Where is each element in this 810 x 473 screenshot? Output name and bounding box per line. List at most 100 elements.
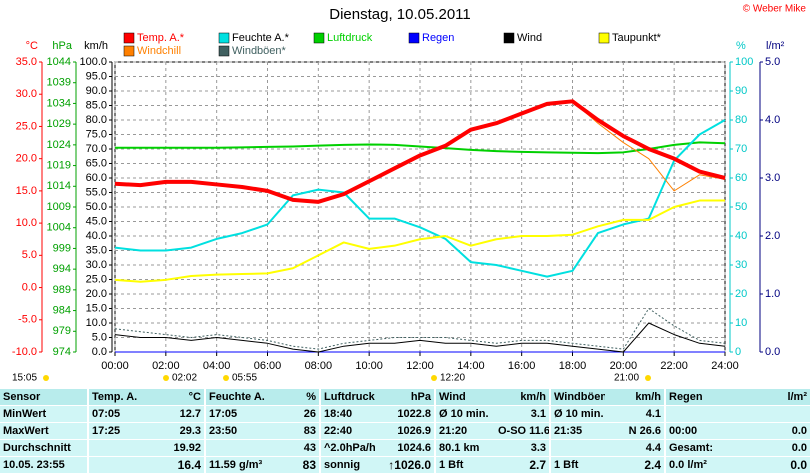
table-cell: 18:40	[320, 406, 375, 423]
y-tick-label: 10	[735, 317, 747, 329]
y-tick-label: 1.0	[765, 288, 780, 300]
y-tick-label: 30	[735, 259, 747, 271]
y-axis-title: km/h	[84, 40, 108, 52]
y-tick-label: 90.0	[86, 85, 107, 97]
x-tick-label: 14:00	[457, 360, 485, 372]
table-cell: 3.3	[495, 440, 550, 457]
table-cell	[730, 406, 810, 423]
legend-label: Windböen*	[232, 45, 287, 57]
x-tick-label: 00:00	[101, 360, 129, 372]
y-tick-label: 75.0	[86, 128, 107, 140]
event-icon	[163, 375, 169, 381]
table-cell: 1026.9	[375, 423, 435, 440]
legend-swatch	[504, 33, 514, 43]
y-tick-label: 10.0	[16, 217, 37, 229]
x-tick-label: 08:00	[305, 360, 333, 372]
x-tick-label: 10:00	[355, 360, 383, 372]
table-cell: 29.3	[148, 423, 205, 440]
y-tick-label: 0.0	[22, 281, 37, 293]
table-cell: 21:20	[435, 423, 495, 440]
y-tick-label: 35.0	[16, 56, 37, 68]
table-cell: 3.1	[495, 406, 550, 423]
table-cell: Feuchte A.	[205, 389, 265, 406]
y-tick-label: 25.0	[86, 273, 107, 285]
event-label: 02:02	[172, 373, 197, 384]
x-tick-label: 20:00	[610, 360, 638, 372]
table-cell: km/h	[605, 389, 665, 406]
legend-label: Wind	[517, 32, 542, 44]
legend-swatch	[219, 46, 229, 56]
table-cell: Regen	[665, 389, 730, 406]
table-cell: Sensor	[0, 389, 88, 406]
table-cell: O-SO 11.6	[495, 423, 550, 440]
x-tick-label: 24:00	[711, 360, 739, 372]
table-cell: 83	[265, 423, 320, 440]
table-cell: km/h	[495, 389, 550, 406]
event-label: 21:00	[614, 373, 639, 384]
y-tick-label: 0	[735, 346, 741, 358]
y-tick-label: 984	[53, 304, 71, 316]
y-tick-label: 25.0	[16, 120, 37, 132]
table-cell: 1022.8	[375, 406, 435, 423]
x-tick-label: 18:00	[559, 360, 587, 372]
y-tick-label: 5.0	[92, 331, 107, 343]
table-cell: 00:00	[665, 423, 730, 440]
y-tick-label: 15.0	[86, 302, 107, 314]
y-tick-label: 979	[53, 325, 71, 337]
y-tick-label: 95.0	[86, 70, 107, 82]
y-tick-label: -10.0	[12, 346, 37, 358]
chart: Dienstag, 10.05.2011 © Weber Mike 00:00 0…	[0, 0, 810, 388]
chart-title: Dienstag, 10.05.2011	[329, 6, 471, 23]
y-axis-title: l/m²	[766, 40, 785, 52]
table-cell: 26	[265, 406, 320, 423]
y-tick-label: -5.0	[18, 314, 37, 326]
legend-swatch	[314, 33, 324, 43]
y-tick-label: 20.0	[16, 153, 37, 165]
y-tick-label: 60.0	[86, 172, 107, 184]
table-cell	[205, 440, 265, 457]
event-icon	[431, 375, 437, 381]
table-cell: Ø 10 min.	[550, 406, 605, 423]
table-cell: 12.7	[148, 406, 205, 423]
legend-swatch	[124, 33, 134, 43]
y-tick-label: 999	[53, 242, 71, 254]
y-tick-label: 5.0	[22, 249, 37, 261]
y-tick-label: 55.0	[86, 186, 107, 198]
legend-swatch	[124, 46, 134, 56]
y-tick-label: 1019	[47, 159, 71, 171]
table-cell: 0.0	[730, 440, 810, 457]
table-cell: Durchschnitt	[0, 440, 88, 457]
table-cell: 43	[265, 440, 320, 457]
y-tick-label: 974	[53, 346, 71, 358]
table-cell: l/m²	[730, 389, 810, 406]
table-cell: 4.1	[605, 406, 665, 423]
copyright: © Weber Mike	[743, 4, 807, 15]
y-tick-label: 30.0	[16, 88, 37, 100]
legend-label: Temp. A.*	[137, 32, 185, 44]
y-tick-label: 994	[53, 263, 71, 275]
y-axis-title: %	[736, 40, 746, 52]
table-cell: Wind	[435, 389, 495, 406]
y-tick-label: 35.0	[86, 244, 107, 256]
y-tick-label: 60	[735, 172, 747, 184]
x-tick-label: 16:00	[508, 360, 536, 372]
legend-label: Feuchte A.*	[232, 32, 290, 44]
y-tick-label: 1009	[47, 201, 71, 213]
y-tick-label: 5.0	[765, 56, 780, 68]
y-tick-label: 20.0	[86, 288, 107, 300]
x-tick-label: 12:00	[406, 360, 434, 372]
legend-label: Regen	[422, 32, 454, 44]
y-tick-label: 80	[735, 114, 747, 126]
legend-label: Windchill	[137, 45, 181, 57]
y-tick-label: 989	[53, 284, 71, 296]
y-tick-label: 65.0	[86, 157, 107, 169]
y-axis-title: hPa	[52, 40, 72, 52]
table-cell: hPa	[375, 389, 435, 406]
y-tick-label: 10.0	[86, 317, 107, 329]
event-label: 15:05	[12, 373, 37, 384]
table-cell: Gesamt:	[665, 440, 730, 457]
